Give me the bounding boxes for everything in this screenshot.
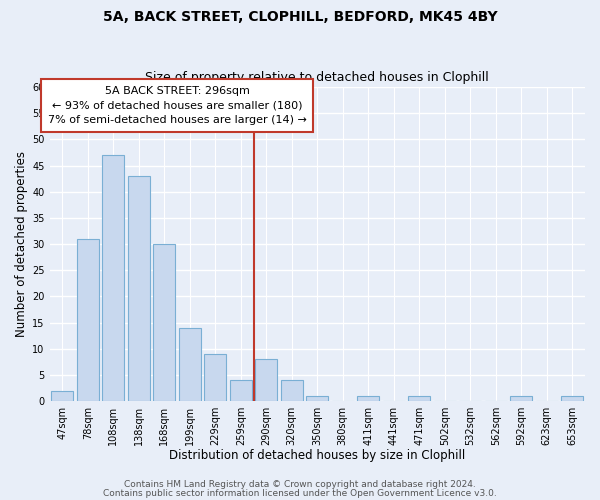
Bar	[307, 396, 328, 401]
Y-axis label: Number of detached properties: Number of detached properties	[15, 151, 28, 337]
Bar	[358, 396, 379, 401]
Bar	[281, 380, 302, 401]
Bar	[154, 244, 175, 401]
Bar	[409, 396, 430, 401]
Bar	[77, 239, 98, 401]
Bar	[230, 380, 251, 401]
Bar	[179, 328, 200, 401]
X-axis label: Distribution of detached houses by size in Clophill: Distribution of detached houses by size …	[169, 450, 466, 462]
Bar	[52, 390, 73, 401]
Bar	[256, 359, 277, 401]
Text: 5A BACK STREET: 296sqm
← 93% of detached houses are smaller (180)
7% of semi-det: 5A BACK STREET: 296sqm ← 93% of detached…	[47, 86, 307, 125]
Title: Size of property relative to detached houses in Clophill: Size of property relative to detached ho…	[145, 72, 489, 85]
Bar	[205, 354, 226, 401]
Text: Contains HM Land Registry data © Crown copyright and database right 2024.: Contains HM Land Registry data © Crown c…	[124, 480, 476, 489]
Bar	[103, 155, 124, 401]
Bar	[128, 176, 149, 401]
Text: 5A, BACK STREET, CLOPHILL, BEDFORD, MK45 4BY: 5A, BACK STREET, CLOPHILL, BEDFORD, MK45…	[103, 10, 497, 24]
Text: Contains public sector information licensed under the Open Government Licence v3: Contains public sector information licen…	[103, 488, 497, 498]
Bar	[511, 396, 532, 401]
Bar	[562, 396, 583, 401]
